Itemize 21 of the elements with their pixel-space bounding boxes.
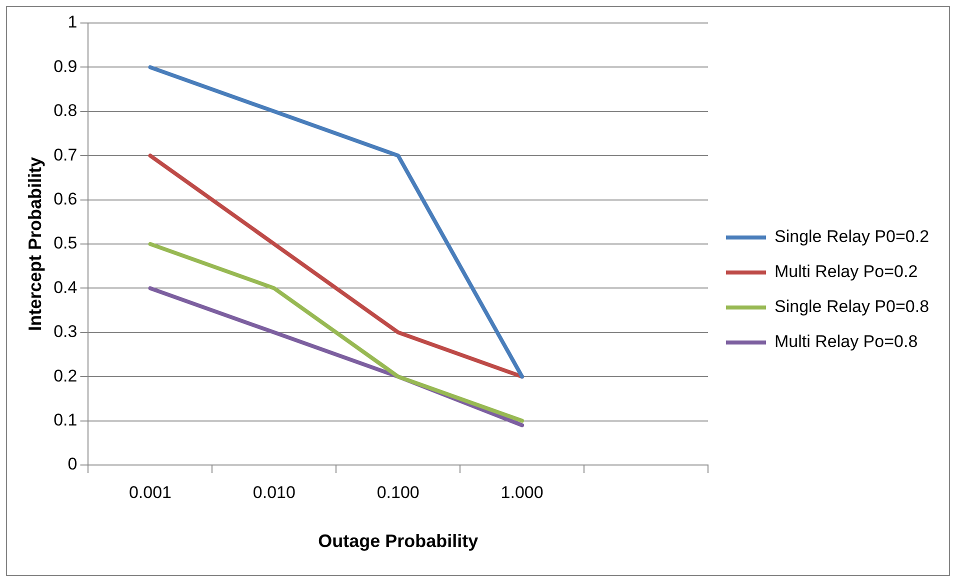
y-axis-title: Intercept Probability [24, 156, 45, 332]
y-tick-label: 0.6 [54, 189, 78, 208]
legend-label: Single Relay P0=0.8 [774, 297, 930, 316]
x-axis-title: Outage Probability [318, 531, 478, 552]
x-tick-label: 1.000 [500, 482, 544, 502]
y-tick-label: 0.9 [54, 56, 78, 76]
x-tick-label: 0.100 [376, 482, 420, 502]
y-tick-label: 1 [68, 12, 78, 32]
y-tick-label: 0.8 [54, 101, 78, 120]
y-tick-label: 0.4 [54, 278, 78, 297]
x-tick-label: 0.001 [128, 482, 172, 502]
y-tick-label: 0.7 [54, 145, 78, 164]
y-tick-label: 0.5 [54, 234, 78, 253]
y-tick-label: 0.1 [54, 410, 78, 430]
y-tick-label: 0.2 [54, 366, 78, 386]
legend-label: Multi Relay Po=0.2 [774, 262, 918, 282]
legend-label: Multi Relay Po=0.8 [774, 332, 918, 352]
legend-label: Single Relay P0=0.2 [774, 227, 930, 246]
y-tick-label: 0.3 [54, 322, 78, 342]
y-tick-label: 0 [68, 454, 78, 474]
x-tick-label: 0.010 [252, 482, 296, 502]
